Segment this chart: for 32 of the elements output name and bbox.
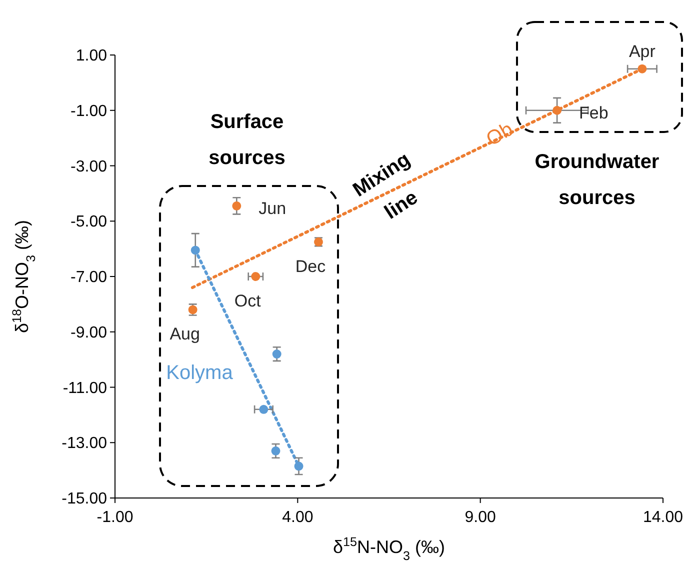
- x-tick-label: 4.00: [282, 509, 314, 526]
- point: [251, 272, 260, 281]
- point: [232, 201, 242, 210]
- annotation: Aug: [170, 324, 200, 344]
- point: [552, 106, 562, 115]
- annotation: Groundwater sources: [534, 151, 660, 209]
- point: [272, 350, 282, 359]
- y-tick-label: 1.00: [76, 48, 108, 65]
- series-label: Kolyma: [166, 362, 234, 384]
- y-tick-label: -7.00: [70, 269, 108, 286]
- y-tick-label: -13.00: [62, 435, 108, 452]
- x-tick-label: 9.00: [464, 509, 496, 526]
- point: [294, 462, 304, 471]
- point: [190, 246, 200, 255]
- y-tick-label: -9.00: [70, 324, 108, 342]
- y-tick-label: -1.00: [70, 102, 108, 120]
- y-tick-label: -15.00: [62, 490, 108, 508]
- annotation: Dec: [295, 256, 326, 276]
- y-tick-label: -3.00: [70, 158, 108, 176]
- x-tick-label: 14.00: [642, 509, 684, 526]
- annotation: Feb: [579, 103, 608, 122]
- point: [271, 446, 280, 456]
- annotation: Surface sources: [208, 111, 286, 169]
- y-tick-label: -11.00: [62, 380, 108, 397]
- y-tick-label: -5.00: [70, 214, 108, 231]
- x-axis-title: δ$^{15}$N-NO$_{3}$ (‰): [332, 535, 446, 563]
- point: [638, 64, 647, 74]
- annotation: Apr: [628, 42, 656, 61]
- annotation: Jun: [258, 198, 286, 218]
- point: [259, 404, 268, 414]
- x-tick-label: -1.00: [96, 509, 134, 526]
- annotation: Oct: [234, 292, 262, 310]
